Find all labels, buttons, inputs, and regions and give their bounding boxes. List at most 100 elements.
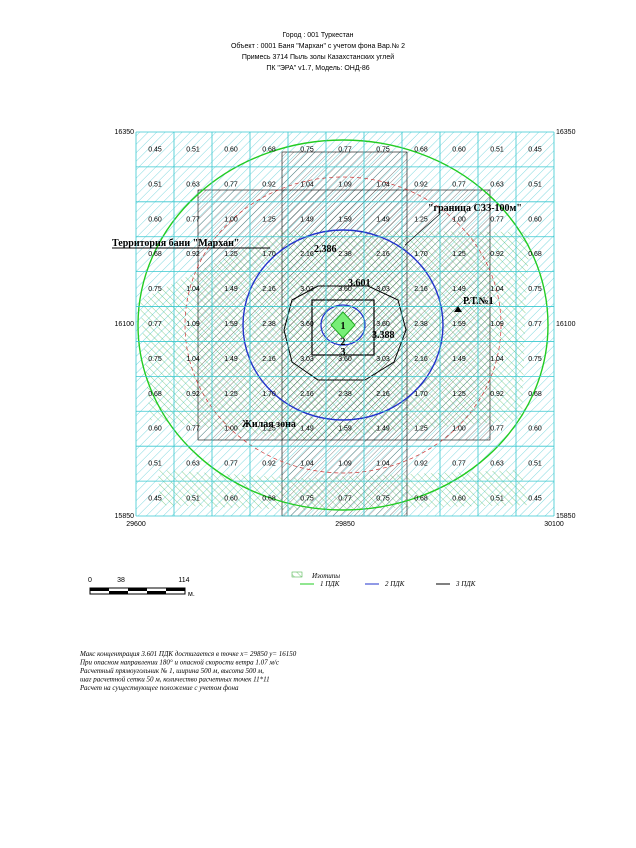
grid-value: 0.51 [528,461,542,468]
grid-value: 0.45 [528,146,542,153]
grid-value: 3.03 [300,286,314,293]
grid-value: 1.00 [452,426,466,433]
grid-value: 1.49 [300,216,314,223]
axis-label: 16100 [115,321,135,328]
grid-value: 1.59 [452,321,466,328]
grid-value: 2.16 [376,391,390,398]
grid-value: 2.16 [376,251,390,258]
grid-value: 0.92 [490,251,504,258]
grid-value: 1.49 [452,356,466,363]
grid-value: 2.16 [300,251,314,258]
grid-value: 1.25 [224,251,238,258]
grid-value: 0.63 [490,181,504,188]
leader [404,213,441,246]
axis-label: 16350 [556,129,576,136]
axis-label: 15850 [115,513,135,520]
grid-value: 0.51 [148,181,162,188]
grid-value: 0.60 [452,146,466,153]
grid-value: 1.59 [338,216,352,223]
grid-value: 0.63 [490,461,504,468]
grid-value: 3.60 [376,321,390,328]
map-label: 3.601 [348,278,371,289]
grid-value: 1.09 [338,181,352,188]
grid-value: 0.68 [148,251,162,258]
note-line: При опасном направлении 180° и опасной с… [79,659,280,667]
grid-value: 1.00 [452,216,466,223]
grid-value: 1.25 [414,426,428,433]
grid-value: 0.77 [186,216,200,223]
note-line: Макс концентрация 3.601 ПДК достигается … [79,650,297,658]
grid-value: 2.38 [338,391,352,398]
grid-value: 0.51 [490,496,504,503]
scale-segment [90,588,109,591]
grid-value: 0.75 [376,146,390,153]
grid-value: 1.00 [224,426,238,433]
map-label: Жилая зона [242,419,296,430]
grid-value: 2.16 [262,286,276,293]
grid-value: 0.75 [528,356,542,363]
grid-value: 0.77 [490,216,504,223]
grid-value: 3.03 [300,356,314,363]
map-label: Территория бани "Мархан" [112,238,239,249]
grid-value: 0.51 [186,496,200,503]
grid-value: 0.51 [528,181,542,188]
grid-value: 1.25 [452,391,466,398]
concentration-grid: 0.45 0.51 0.60 0.68 0.75 0.77 0.75 0.68 0.60 0.51… [135,131,555,517]
grid-value: 1.04 [300,181,314,188]
grid-value: 0.77 [186,426,200,433]
grid-value: 1.59 [338,426,352,433]
legend-label: 1 ПДК [320,580,340,588]
axis-label: 29850 [335,521,355,528]
grid-value: 3.60 [338,286,352,293]
grid-value: 0.51 [148,461,162,468]
header-line: ПК "ЭРА" v1.7, Модель: ОНД-86 [266,65,369,72]
grid-value: 0.68 [528,391,542,398]
grid-value: 1.09 [490,321,504,328]
grid-value: 0.51 [490,146,504,153]
grid-value: 2.38 [338,251,352,258]
grid-value: 0.75 [376,496,390,503]
scale-label: м. [188,591,195,598]
grid-value: 1.49 [224,286,238,293]
grid-value: 0.68 [528,251,542,258]
grid-value: 2.16 [300,391,314,398]
grid-value: 0.51 [186,146,200,153]
grid-value: 3.60 [300,321,314,328]
grid-value: 0.45 [148,496,162,503]
grid-value: 1.04 [376,461,390,468]
grid-value: 0.75 [300,496,314,503]
grid-value: 1.04 [186,286,200,293]
grid-value: 0.75 [528,286,542,293]
map-label: 3.388 [372,330,395,341]
grid-value: 0.68 [262,146,276,153]
grid-value: 0.92 [262,461,276,468]
grid-value: 0.63 [186,461,200,468]
grid-value: 1.70 [262,391,276,398]
grid-value: 1.49 [300,426,314,433]
grid-value: 0.92 [414,181,428,188]
legend-swatch [291,571,303,578]
legend-label: Изотипы [311,572,340,580]
grid-value: 1.49 [376,216,390,223]
grid-value: 0.75 [300,146,314,153]
grid-value: 0.77 [452,461,466,468]
grid-value: 1.25 [414,216,428,223]
grid-value: 2.16 [414,356,428,363]
grid-value: 0.92 [186,391,200,398]
grid-value: 0.92 [262,181,276,188]
grid-value: 1.70 [414,391,428,398]
grid-value: 0.60 [224,496,238,503]
grid-value: 0.60 [528,216,542,223]
scale-label: 38 [117,577,125,584]
axis-label: 15850 [556,513,576,520]
grid-value: 0.77 [224,181,238,188]
grid-value: 0.75 [148,286,162,293]
grid-value: 1.70 [414,251,428,258]
map-label: "граница СЗЗ-100м" [428,203,522,214]
header-line: Объект : 0001 Баня "Мархан" с учетом фон… [231,42,405,50]
map-background [136,132,554,517]
map-label: 2 [341,337,346,348]
legend-label: 2 ПДК [385,580,405,588]
grid-value: 2.38 [414,321,428,328]
